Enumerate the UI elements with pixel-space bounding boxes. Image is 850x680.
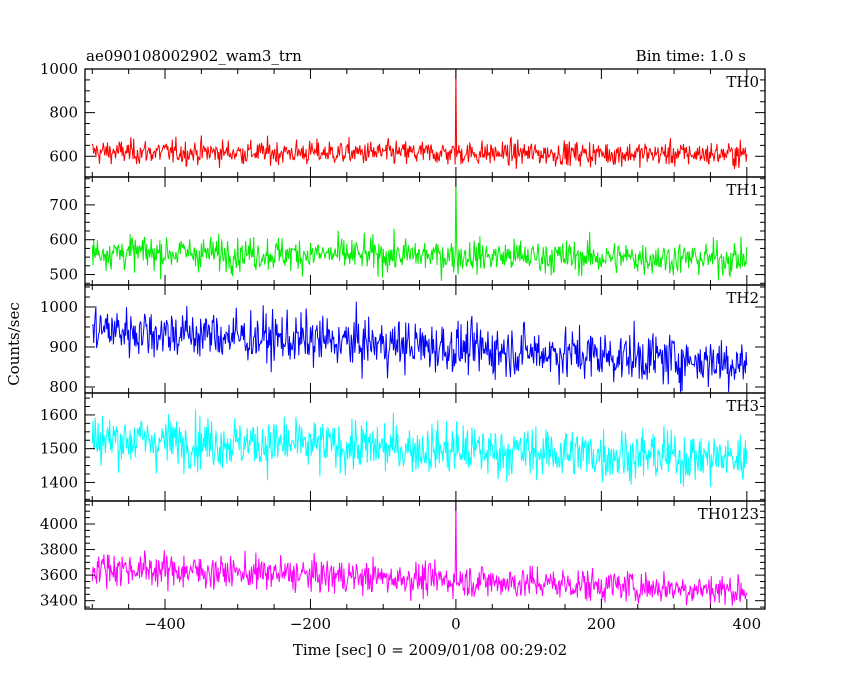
y-tick-label: 800 [49,378,78,396]
y-tick-label: 600 [49,147,78,165]
series-line-th0123 [91,501,748,606]
x-tick-label: 200 [587,615,616,633]
x-tick-label: 400 [732,615,761,633]
panel-th3: 1400 1500 1600 TH3 [40,392,766,502]
y-tick-label: 3800 [40,541,78,559]
series-line-th2 [91,301,748,393]
y-tick-label: 900 [49,338,78,356]
y-tick-label: 1000 [40,298,78,316]
panel-label: TH1 [726,181,759,199]
y-tick-label: 1500 [40,440,78,458]
series-line-th0 [91,69,748,170]
series-line-th3 [91,409,748,487]
panel-label: TH0123 [698,505,759,523]
y-tick-label: 700 [49,196,78,214]
chart-title: ae090108002902_wam3_trn [86,47,302,65]
bin-time-label: Bin time: 1.0 s [636,47,746,65]
y-axis-title: Counts/sec [5,302,23,386]
panel-frame [84,500,766,610]
y-tick-label: 1600 [40,406,78,424]
panel-th0123: 3400 3600 3800 4000 TH0123 [40,500,766,610]
y-tick-label: 4000 [40,515,78,533]
panel-th0: 600 800 1000 TH0 [40,60,766,178]
panel-frame [84,176,766,286]
y-tick-label: 3600 [40,566,78,584]
x-tick-label: −200 [290,615,331,633]
panel-label: TH0 [726,73,759,91]
x-tick-label: −400 [144,615,185,633]
y-tick-label: 800 [49,104,78,122]
y-tick-label: 1400 [40,473,78,491]
x-tick-label: 0 [451,615,461,633]
panel-label: TH2 [726,289,759,307]
series-line-th1 [91,177,748,281]
y-tick-label: 1000 [40,60,78,78]
panel-th2: 800 900 1000 TH2 [40,284,766,396]
panel-stack: 600 800 1000 TH0 500 600 700 TH1 800 900 1000 TH2 14… [40,60,766,633]
panel-th1: 500 600 700 TH1 [49,176,766,286]
y-tick-label: 500 [49,266,78,284]
y-tick-label: 3400 [40,592,78,610]
y-tick-label: 600 [49,231,78,249]
x-axis-title: Time [sec] 0 = 2009/01/08 00:29:02 [293,641,567,659]
panel-label: TH3 [726,397,759,415]
